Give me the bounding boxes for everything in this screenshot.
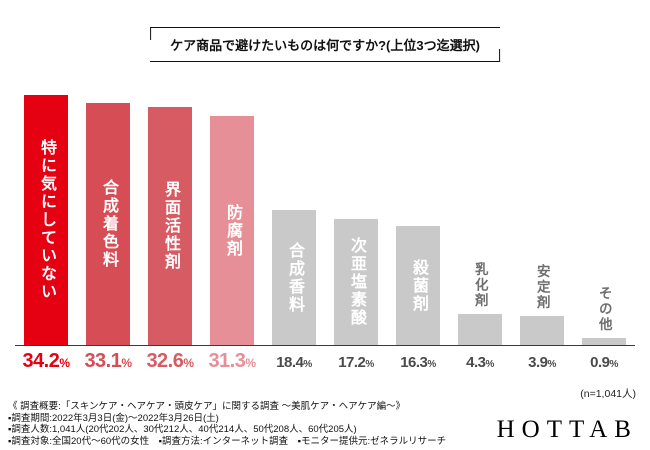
bar-slot: 合成着色料 xyxy=(77,103,139,345)
bar-category-label: その他 xyxy=(596,285,612,333)
bar-value-label: 33.1% xyxy=(84,350,132,372)
bar-value-label: 34.2% xyxy=(22,350,70,372)
bar xyxy=(582,338,626,345)
bar: 殺菌剤 xyxy=(396,226,440,345)
bar-category-label: 殺菌剤 xyxy=(410,258,427,313)
bar-slot: 合成香料 xyxy=(263,210,325,345)
value-labels-row: 34.2% 33.1% 32.6% 31.3% 18.4% 17.2% 16.3% 4.3% 3… xyxy=(15,350,635,382)
bar-slot: 乳化剤 xyxy=(449,261,511,345)
bar-value-label: 16.3% xyxy=(400,354,436,371)
bar-category-label: 安定剤 xyxy=(534,263,550,311)
bar-category-label: 次亜塩素酸 xyxy=(348,237,365,327)
bar-slot: 特に気にしていない xyxy=(15,95,77,345)
bar-category-label: 界面活性剤 xyxy=(162,181,179,271)
bar-category-label: 乳化剤 xyxy=(472,261,488,309)
bar-value-label: 18.4% xyxy=(276,354,312,371)
bar xyxy=(458,314,502,345)
bar-slot: 安定剤 xyxy=(511,263,573,345)
footnote-line: ▪調査期間:2022年3月3日(金)〜2022年3月26日(土) xyxy=(8,412,219,424)
sample-size-note: (n=1,041人) xyxy=(580,388,636,400)
bar-slot: 次亜塩素酸 xyxy=(325,219,387,345)
bar-slot: 界面活性剤 xyxy=(139,107,201,345)
footnote-line: ▪調査対象:全国20代〜60代の女性 ▪調査方法:インターネット調査 ▪モニター… xyxy=(8,435,447,447)
bar: 界面活性剤 xyxy=(148,107,192,345)
bar-category-label: 合成香料 xyxy=(286,241,303,314)
bar-slot: 防腐剤 xyxy=(201,116,263,345)
bar-value-label: 17.2% xyxy=(338,354,374,371)
bar-category-label: 特に気にしていない xyxy=(38,139,55,301)
bar: 合成着色料 xyxy=(86,103,130,345)
bar-value-label: 32.6% xyxy=(146,350,194,372)
bar: 特に気にしていない xyxy=(24,95,68,345)
bar-slot: その他 xyxy=(573,285,635,345)
bar-value-label: 0.9% xyxy=(590,354,618,371)
bar: 防腐剤 xyxy=(210,116,254,345)
bar-value-label: 4.3% xyxy=(466,354,494,371)
bar-chart: 特に気にしていない 合成着色料 界面活性剤 防腐剤合成香料 次亜塩素酸 殺菌剤 乳化剤 安定剤… xyxy=(15,88,635,345)
bar: 次亜塩素酸 xyxy=(334,219,378,345)
bar: 合成香料 xyxy=(272,210,316,345)
bar-value-label: 3.9% xyxy=(528,354,556,371)
bar-category-label: 防腐剤 xyxy=(224,203,241,258)
chart-title: ケア商品で避けたいものは何ですか?(上位3つ迄選択) xyxy=(150,27,500,62)
survey-footnotes: 《 調査概要:「スキンケア・ヘアケア・頭皮ケア」に関する調査 〜美肌ケア・ヘアケ… xyxy=(8,401,446,447)
footnote-line: ▪調査人数:1,041人(20代202人、30代212人、40代214人、50代… xyxy=(8,424,357,435)
bar-value-label: 31.3% xyxy=(208,350,256,372)
bar-category-label: 合成着色料 xyxy=(100,179,117,269)
bar-slot: 殺菌剤 xyxy=(387,226,449,345)
footnote-line: 《 調査概要:「スキンケア・ヘアケア・頭皮ケア」に関する調査 〜美肌ケア・ヘアケ… xyxy=(8,401,406,412)
hottab-logo: HOTTAB xyxy=(496,416,638,443)
bar xyxy=(520,316,564,345)
chart-baseline xyxy=(15,345,635,346)
plot-area: 特に気にしていない 合成着色料 界面活性剤 防腐剤合成香料 次亜塩素酸 殺菌剤 乳化剤 安定剤… xyxy=(15,88,635,345)
